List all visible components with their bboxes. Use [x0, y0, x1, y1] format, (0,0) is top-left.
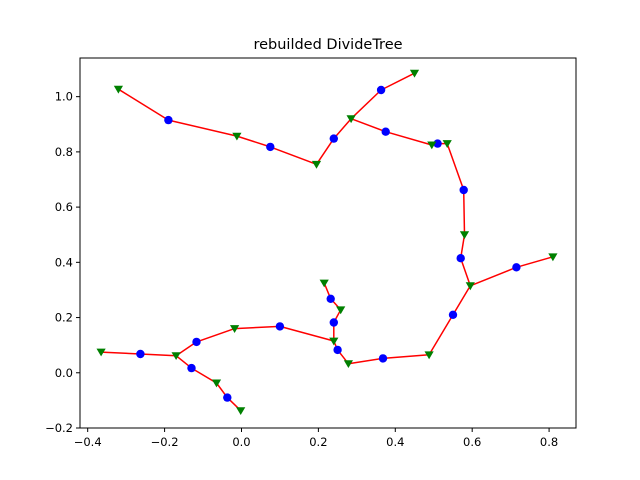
saddle-point-18 — [343, 360, 353, 368]
x-tick-label-1: −0.2 — [151, 435, 179, 449]
y-tick-label-6: 1.0 — [55, 90, 73, 104]
peak-point-10 — [136, 349, 145, 359]
saddle-point-19 — [424, 351, 434, 360]
peak-point-9 — [512, 263, 521, 272]
saddles-layer — [96, 69, 558, 415]
y-tick-label-3: 0.4 — [55, 255, 73, 269]
peak-point-13 — [223, 393, 232, 402]
peak-point-15 — [326, 294, 335, 303]
plot-frame — [79, 57, 577, 429]
peak-point-8 — [448, 310, 458, 319]
saddle-point-13 — [236, 407, 246, 415]
y-tick-label-2: 0.2 — [55, 311, 73, 325]
saddle-point-16 — [336, 306, 346, 315]
y-axis: −0.2 0.0 0.2 0.4 0.6 0.8 1.0 — [45, 90, 80, 435]
peak-point-14 — [275, 322, 285, 331]
plot-area — [79, 57, 577, 429]
peak-point-3 — [376, 85, 386, 95]
saddle-point-12 — [211, 379, 222, 388]
saddle-point-1 — [232, 132, 242, 141]
peak-point-12 — [187, 363, 196, 373]
y-tick-label-1: 0.0 — [55, 366, 73, 380]
peak-point-11 — [192, 337, 201, 347]
saddle-point-10 — [96, 348, 106, 357]
y-tick-label-4: 0.6 — [55, 200, 73, 214]
x-tick-label-2: 0.0 — [232, 435, 250, 449]
saddle-point-11 — [171, 352, 181, 360]
saddle-point-2 — [311, 160, 322, 169]
peak-point-4 — [381, 127, 390, 136]
saddle-point-17 — [329, 337, 339, 346]
saddle-point-3 — [346, 115, 356, 124]
saddle-point-15 — [319, 279, 329, 288]
saddle-point-4 — [409, 69, 420, 78]
x-tick-label-4: 0.4 — [386, 435, 404, 449]
saddle-point-0 — [113, 85, 123, 94]
x-tick-label-3: 0.2 — [309, 435, 327, 449]
peak-point-0 — [164, 115, 173, 125]
x-axis: −0.4 −0.2 0.0 0.2 0.4 0.6 0.8 — [74, 428, 558, 449]
plot-background — [80, 58, 576, 428]
y-tick-label-5: 0.8 — [55, 145, 73, 159]
saddle-point-7 — [459, 231, 470, 240]
x-tick-label-0: −0.4 — [74, 435, 102, 449]
x-tick-label-5: 0.6 — [463, 435, 481, 449]
peak-point-17 — [333, 345, 342, 355]
y-tick-label-0: −0.2 — [45, 421, 73, 435]
saddle-point-5 — [427, 141, 437, 150]
chart-title: rebuilded DivideTree — [253, 37, 402, 53]
saddle-point-14 — [230, 325, 240, 333]
saddle-point-9 — [548, 253, 558, 262]
peaks-layer — [136, 85, 521, 402]
peak-point-1 — [266, 142, 275, 152]
peak-point-16 — [329, 318, 338, 327]
peak-point-7 — [456, 254, 465, 263]
saddle-point-8 — [465, 282, 475, 291]
peak-point-2 — [329, 134, 338, 143]
saddle-point-6 — [442, 140, 452, 148]
x-tick-label-6: 0.8 — [540, 435, 558, 449]
peak-point-6 — [459, 185, 468, 195]
peak-point-18 — [378, 354, 388, 363]
